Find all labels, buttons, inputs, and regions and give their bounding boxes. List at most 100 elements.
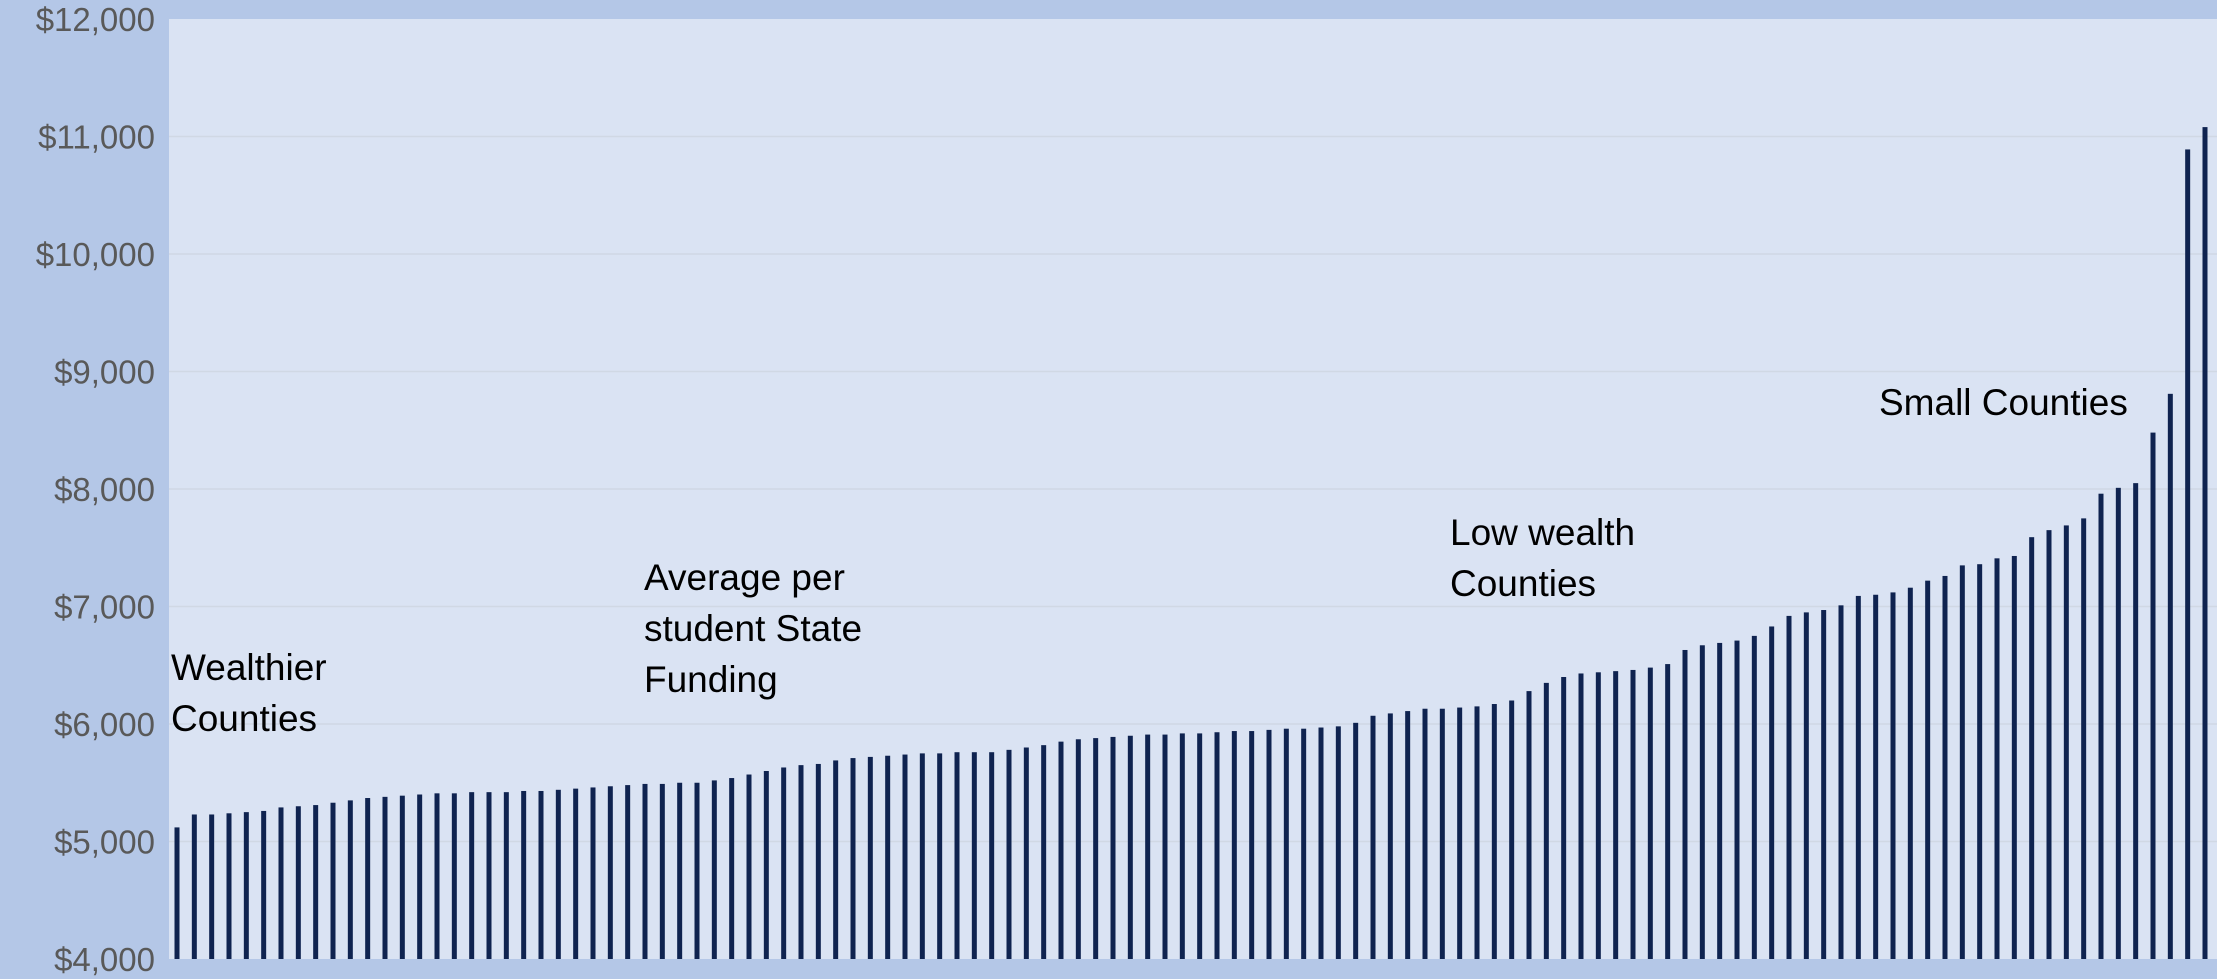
bar [1769,626,1775,959]
bar [971,752,977,959]
bar [850,758,856,959]
bar [1387,713,1393,959]
bar [191,814,197,959]
bar [1647,667,1653,959]
bar [1353,722,1359,959]
bar [521,790,527,959]
bar [694,782,700,959]
bar [989,752,995,959]
bar [2185,149,2191,959]
bar [1006,749,1012,959]
bar [1457,707,1463,959]
bar [209,814,215,959]
bar [1734,640,1740,959]
bar [2029,537,2035,959]
bar [1821,610,1827,959]
bar [243,812,249,960]
y-tick-label: $10,000 [36,236,155,273]
bar [1613,671,1619,960]
bar [2133,483,2139,960]
bar [2063,525,2069,959]
bar [1075,739,1081,959]
bar [833,760,839,959]
bar [1335,726,1341,959]
bar [867,756,873,959]
bar [642,783,648,959]
bar [815,763,821,959]
bar [503,792,509,959]
bar [590,787,596,959]
bars [174,127,2208,960]
bar [1231,731,1237,959]
y-tick-label: $7,000 [54,589,155,626]
y-tick-label: $12,000 [36,1,155,38]
bar [2202,127,2208,960]
bar [1422,708,1428,959]
bar [330,802,336,959]
bar [2098,493,2104,959]
bar [1907,587,1913,959]
bar [1023,747,1029,959]
bar [659,783,665,959]
bar [1717,642,1723,959]
bar [1855,595,1861,959]
y-axis: $4,000 $5,000 $6,000 $7,000 $8,000 $9,000 $10,… [36,1,155,978]
bar [1959,565,1965,960]
bar [1751,635,1757,960]
bar [261,810,267,959]
bar [1630,669,1636,959]
bar [1110,736,1116,959]
bar [1509,700,1515,959]
bar [1786,615,1792,959]
annotations: Wealthier Counties Average per student Stat… [171,382,2128,739]
bar [1803,612,1809,960]
bar [1977,564,1983,959]
bar [382,796,388,959]
bar [2011,555,2017,959]
y-tick-label: $5,000 [54,824,155,861]
bar [1179,733,1185,959]
bar [798,765,804,960]
bar [1561,677,1567,959]
bar [2081,518,2087,960]
bar [1491,704,1497,959]
bar [1318,727,1324,959]
bar [885,755,891,959]
bar [1266,729,1272,960]
bar [486,792,492,959]
bar [538,790,544,959]
annotation-label: Small Counties [1879,382,2128,423]
bar [365,798,371,959]
bar [313,805,319,959]
annotation-label: Average per student State Funding [644,557,862,700]
bar [1682,649,1688,959]
bar [625,785,631,959]
bar [1699,645,1705,959]
bar [434,793,440,959]
bar [1994,558,2000,959]
bar [347,800,353,960]
bar [1543,682,1549,960]
bar [677,782,683,959]
bar [1249,731,1255,959]
bar [1214,732,1220,959]
bar [1041,745,1047,959]
bar [781,767,787,959]
bar [1283,728,1289,959]
bar [1145,734,1151,959]
bar [902,754,908,959]
bar [1665,664,1671,959]
bar [226,813,232,959]
bar [399,795,405,959]
bar [1526,691,1532,959]
bar [2150,432,2156,960]
bar [1093,738,1099,959]
bar [1838,605,1844,959]
bar [555,789,561,959]
bar [711,780,717,959]
annotation-label: Low wealth Counties [1450,512,1635,604]
bar [1058,741,1064,960]
bar [607,786,613,959]
bar [174,827,180,959]
